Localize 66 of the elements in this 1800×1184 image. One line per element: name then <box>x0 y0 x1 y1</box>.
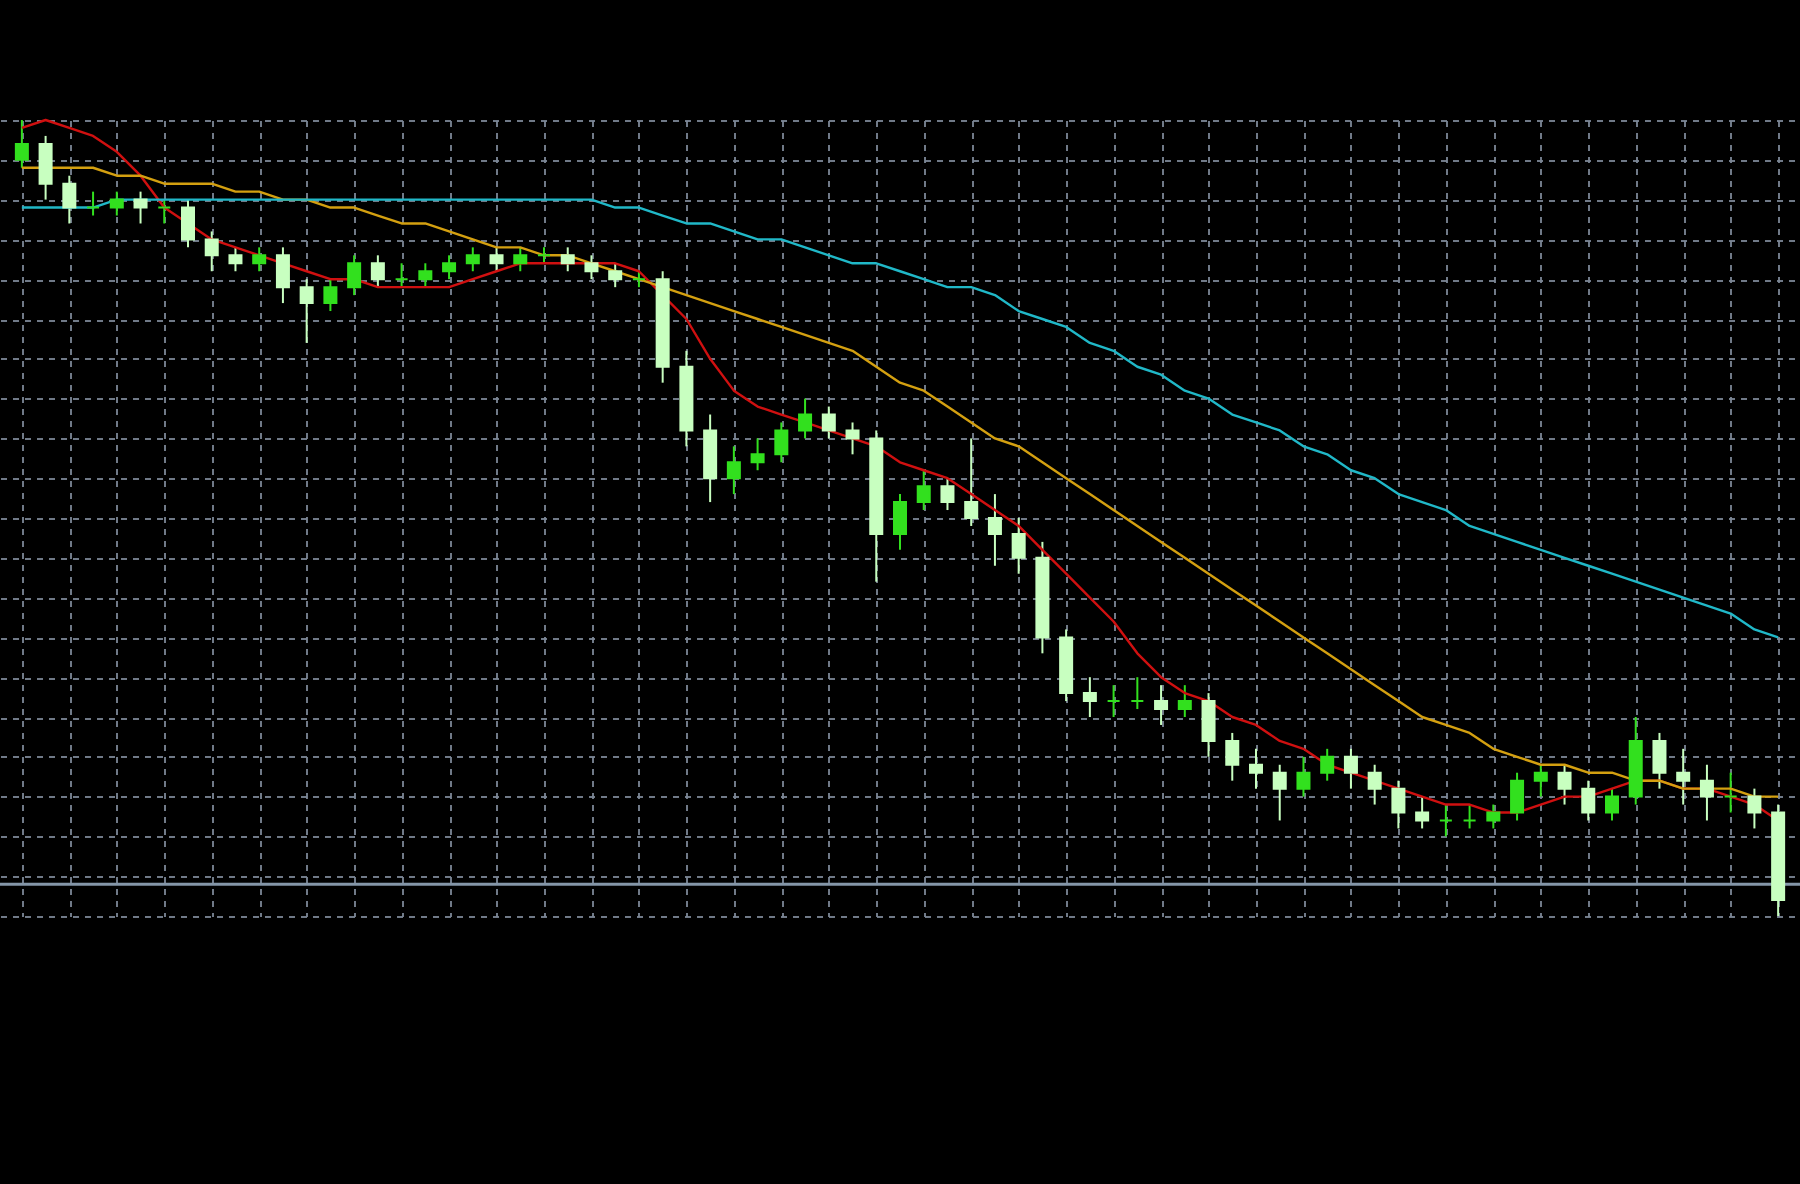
candlestick <box>1605 787 1619 822</box>
candlestick <box>1581 779 1596 822</box>
candlestick <box>418 262 433 289</box>
candlestick <box>513 246 528 273</box>
candlestick <box>370 254 385 289</box>
candlestick <box>62 174 77 225</box>
candlestick <box>1438 803 1453 838</box>
candlestick <box>1249 747 1263 790</box>
candlestick <box>1106 684 1121 718</box>
candlestick <box>38 134 53 201</box>
candlestick <box>1225 731 1240 782</box>
candlestick <box>86 190 101 217</box>
candlestick <box>798 397 813 440</box>
candlestick <box>940 477 955 512</box>
candlestick <box>774 421 789 464</box>
candlestick <box>845 421 860 456</box>
candlestick <box>1557 763 1572 806</box>
candlestick <box>275 246 290 305</box>
candlestick <box>252 246 267 273</box>
candlestick <box>1296 755 1311 798</box>
candlestick <box>133 190 148 225</box>
candlestick <box>964 437 979 527</box>
candlestick <box>1415 795 1430 830</box>
candlestick <box>1201 692 1216 758</box>
candlestick <box>157 198 172 225</box>
candlestick <box>394 262 409 289</box>
candlestick <box>703 413 718 504</box>
candlestick <box>465 246 480 273</box>
candlestick <box>1533 763 1548 798</box>
candlestick <box>1486 803 1501 830</box>
candlestick <box>228 246 243 273</box>
candlestick <box>1391 779 1406 830</box>
candlestick <box>1343 747 1358 790</box>
candlestick <box>1154 684 1169 726</box>
candlestick <box>1130 676 1145 711</box>
candlestick <box>1367 763 1382 806</box>
candlestick <box>299 278 314 344</box>
candlestick <box>821 405 836 440</box>
candlestick <box>1676 747 1691 806</box>
candlestick <box>1723 771 1738 814</box>
candlestick <box>1177 684 1192 718</box>
candlestick <box>109 190 124 217</box>
candlestick <box>726 445 741 496</box>
candlestick <box>1082 676 1097 718</box>
candlestick <box>323 278 338 313</box>
candlestick <box>181 198 195 249</box>
candlestick <box>916 469 931 512</box>
candlestick <box>489 246 504 273</box>
candlestick <box>347 254 362 297</box>
candlestick <box>560 246 575 273</box>
candlestick <box>1747 787 1762 830</box>
candlestick <box>1510 771 1525 822</box>
candlestick <box>14 119 29 169</box>
candlestick <box>987 493 1002 567</box>
candlestick <box>204 230 219 273</box>
candlestick <box>584 254 599 281</box>
candlestick <box>1462 803 1477 830</box>
candlestick <box>1320 747 1335 782</box>
candlestick <box>1652 731 1667 790</box>
candlestick <box>1011 517 1026 575</box>
candlestick <box>1272 763 1287 822</box>
candlestick <box>750 437 765 472</box>
candlestick <box>893 493 907 551</box>
candlestick <box>1699 763 1714 822</box>
candlestick <box>608 262 623 289</box>
candlestick <box>442 254 457 281</box>
